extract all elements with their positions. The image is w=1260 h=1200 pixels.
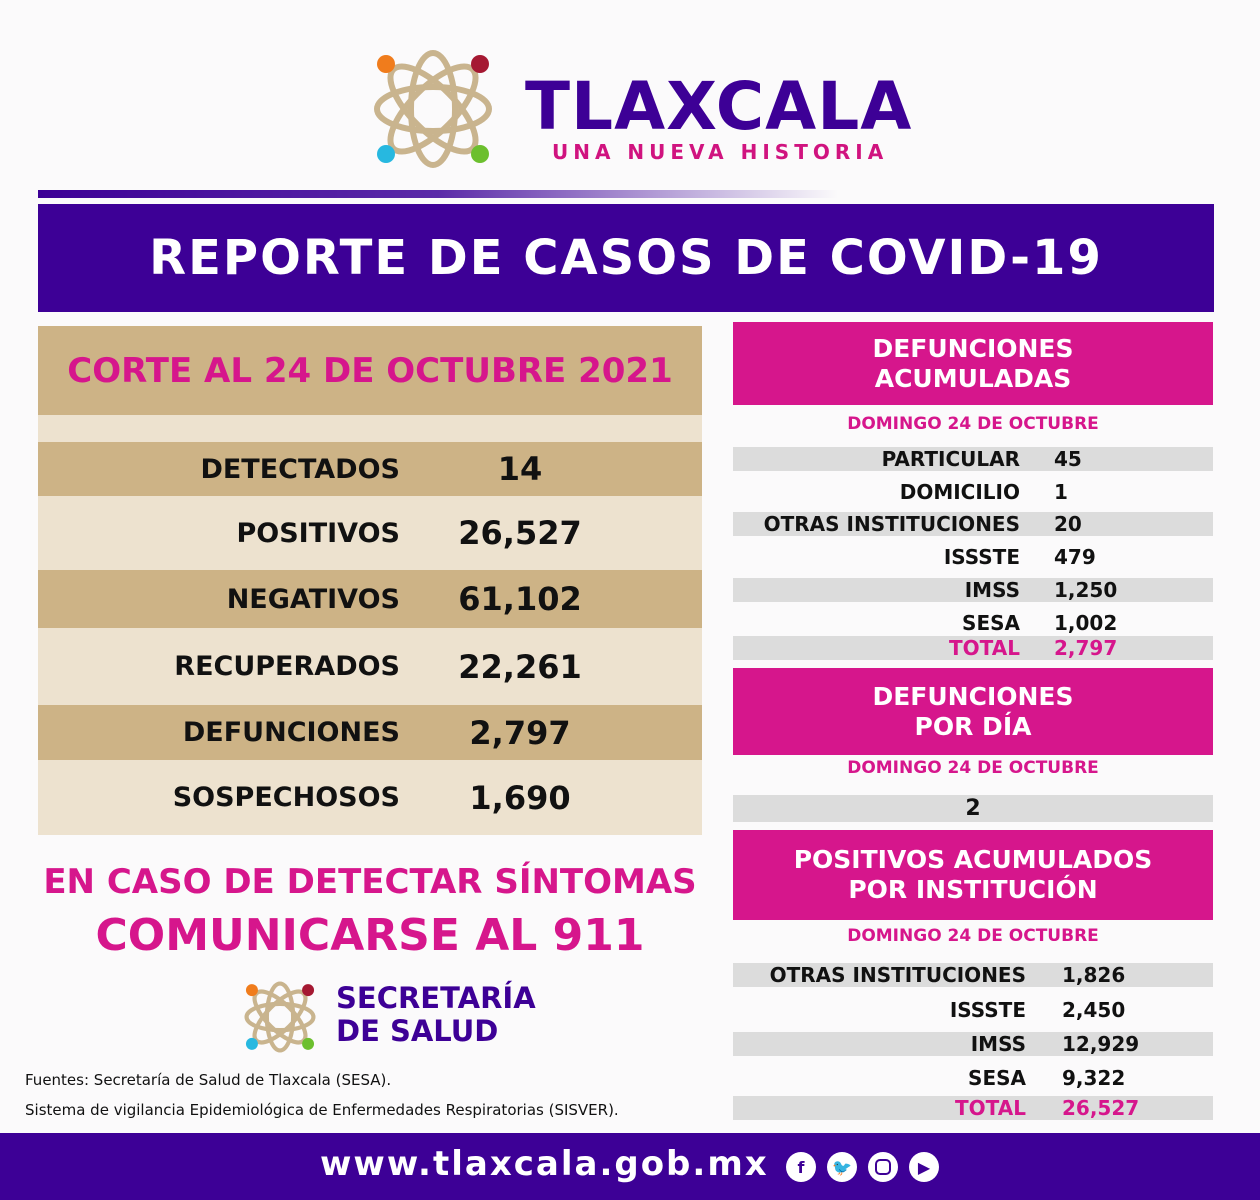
section-date: DOMINGO 24 DE OCTUBRE [847,758,1099,778]
corte-date: CORTE AL 24 DE OCTUBRE 2021 [38,326,702,415]
row-label: IMSS [964,578,1020,602]
cta-line-1: EN CASO DE DETECTAR SÍNTOMAS [43,862,697,902]
row-label: SESA [968,1066,1026,1090]
table-row: SESA 9,322 [733,1066,1213,1090]
footer [0,1133,1260,1200]
table-row: ISSSTE 2,450 [733,998,1213,1022]
row-value: 45 [1054,447,1082,471]
summary-row: DETECTADOS 14 [38,442,702,496]
source-line: Sistema de vigilancia Epidemiológica de … [25,1101,619,1119]
defunciones-acumuladas-header: DEFUNCIONES ACUMULADAS [733,322,1213,405]
total-row: TOTAL 26,527 [733,1096,1213,1120]
row-label: DOMICILIO [899,480,1020,504]
row-label: TOTAL [949,636,1020,660]
table-row: SESA 1,002 [733,611,1213,635]
report-title: REPORTE DE CASOS DE COVID-19 [38,204,1214,312]
table-row: OTRAS INSTITUCIONES 20 [733,512,1213,536]
row-value: 2,797 [1054,636,1118,660]
row-value: 12,929 [1062,1032,1140,1056]
section-date: DOMINGO 24 DE OCTUBRE [847,926,1099,946]
table-row: DOMICILIO 1 [733,480,1213,504]
row-value: 1,826 [1062,963,1126,987]
row-value: 479 [1054,545,1096,569]
brand-tagline: UNA NUEVA HISTORIA [552,140,889,164]
secretaria-logo [244,981,316,1053]
facebook-icon[interactable]: f [786,1152,816,1182]
table-row: IMSS 1,250 [733,578,1213,602]
summary-row: DEFUNCIONES 2,797 [38,705,702,760]
cta-line-2: COMUNICARSE AL 911 [95,910,645,961]
summary-row: POSITIVOS 26,527 [236,514,582,552]
row-value: 9,322 [1062,1066,1126,1090]
defunciones-dia-header: DEFUNCIONES POR DÍA [733,668,1213,755]
row-value: 1 [1054,480,1068,504]
secretaria-name: SECRETARÍA DE SALUD [336,981,536,1048]
row-value: 26,527 [1062,1096,1140,1120]
table-row: IMSS 12,929 [733,1032,1213,1056]
defunciones-dia-value: 2 [733,795,1213,822]
row-label: SESA [962,611,1020,635]
row-value: 1,002 [1054,611,1118,635]
row-label: OTRAS INSTITUCIONES [763,512,1020,536]
row-label: PARTICULAR [881,447,1020,471]
source-line: Fuentes: Secretaría de Salud de Tlaxcala… [25,1071,392,1089]
summary-row: SOSPECHOSOS 1,690 [172,778,571,817]
row-label: IMSS [970,1032,1026,1056]
table-row: ISSSTE 479 [733,545,1213,569]
instagram-icon[interactable] [868,1152,898,1182]
section-date: DOMINGO 24 DE OCTUBRE [847,414,1099,434]
website-link[interactable]: www.tlaxcala.gob.mx [320,1144,769,1184]
divider [38,190,838,198]
row-value: 20 [1054,512,1082,536]
brand-title: TLAXCALA [525,68,913,145]
row-label: ISSSTE [943,545,1020,569]
row-label: TOTAL [955,1096,1026,1120]
row-value: 2,450 [1062,998,1126,1022]
table-row: PARTICULAR 45 [733,447,1213,471]
row-label: ISSSTE [949,998,1026,1022]
summary-row: NEGATIVOS 61,102 [38,570,702,628]
row-value: 1,250 [1054,578,1118,602]
total-row: TOTAL 2,797 [733,636,1213,660]
positivos-institucion-header: POSITIVOS ACUMULADOS POR INSTITUCIÓN [733,830,1213,920]
row-label: OTRAS INSTITUCIONES [769,963,1026,987]
twitter-icon[interactable]: 🐦 [827,1152,857,1182]
table-row: OTRAS INSTITUCIONES 1,826 [733,963,1213,987]
summary-row: RECUPERADOS 22,261 [174,647,582,686]
youtube-icon[interactable]: ▶ [909,1152,939,1182]
tlaxcala-logo [374,50,492,168]
